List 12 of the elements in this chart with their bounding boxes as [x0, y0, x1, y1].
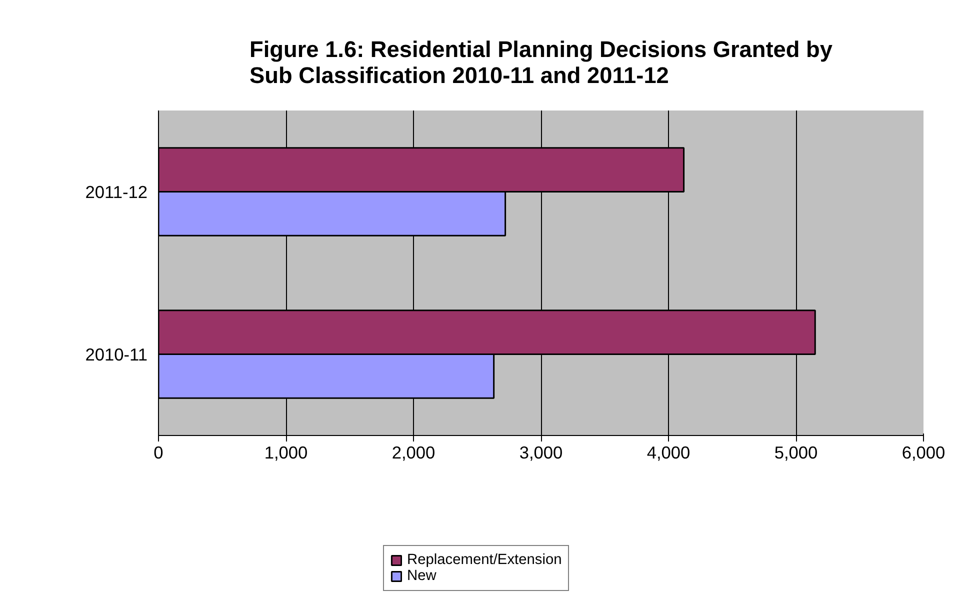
x-tick-label: 4,000 [646, 442, 690, 462]
legend-label: New [407, 568, 436, 584]
x-tick-label: 5,000 [774, 442, 818, 462]
x-tick-label: 3,000 [519, 442, 563, 462]
x-tick-label: 2,000 [392, 442, 436, 462]
chart-title: Figure 1.6: Residential Planning Decisions Granted by Sub Classification 2010-11 and 2011-12 [250, 36, 833, 88]
legend-label: Replacement/Extension [407, 552, 562, 568]
x-tick-label: 0 [154, 442, 164, 462]
x-tick-label: 1,000 [264, 442, 308, 462]
x-tick-label: 6,000 [902, 442, 946, 462]
y-tick-label: 2011-12 [85, 182, 148, 202]
y-tick-label: 2010-11 [85, 344, 148, 364]
